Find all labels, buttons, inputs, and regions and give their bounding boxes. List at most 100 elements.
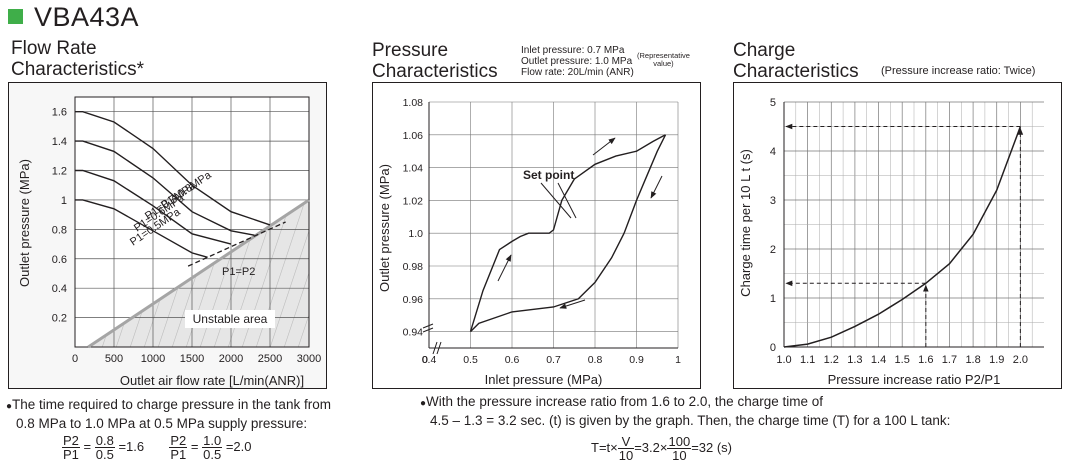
boundary-line	[87, 198, 310, 349]
formula3-result: =32 (s)	[691, 439, 733, 455]
left-formulas: P2 P1 = 0.8 0.5 =1.6 P2 P1 = 1.0 0.5 =2.0	[62, 433, 252, 462]
left-note-line2: 0.8 MPa to 1.0 MPa at 0.5 MPa supply pre…	[16, 416, 308, 431]
x-axis-label: Outlet air flow rate [L/min(ANR)]	[120, 373, 304, 388]
right-note-line1: With the pressure increase ratio from 1.…	[426, 394, 823, 409]
pressure-cond-note-l1: (Representative	[637, 51, 690, 60]
bullet-icon: ●	[420, 398, 427, 409]
flow-chart: 0 500 1000 1500 2000 2500 3000 0.2 0.4 0.6 0.8 1 1.2…	[17, 96, 326, 388]
pressure-title-line2: Characteristics	[372, 61, 498, 82]
hatch-line	[283, 199, 309, 347]
pressure-cond-note-l2: value)	[653, 59, 674, 68]
formula2-result: =2.0	[225, 438, 252, 454]
right-note-line2: 4.5 – 1.3 = 3.2 sec. (t) is given by the…	[430, 413, 951, 428]
y-tick-label: 1.08	[403, 97, 424, 109]
x-tick-label: 0.8	[588, 354, 603, 366]
direction-arrow	[559, 299, 586, 309]
x-tick-label: 2.0	[1013, 354, 1028, 366]
axis-break-y	[422, 323, 434, 333]
flow-chart-panel: 0 500 1000 1500 2000 2500 3000 0.2 0.4 0.6 0.8 1 1.2…	[8, 82, 327, 389]
hysteresis-curve	[469, 134, 666, 332]
y-tick-label: 0.2	[52, 313, 67, 325]
formula1-ratio: P2 P1	[62, 433, 80, 462]
formula1-result: =1.6	[118, 438, 145, 454]
flow-title-line1: Flow Rate	[11, 38, 97, 59]
direction-arrow	[497, 254, 512, 282]
hatch-line	[312, 167, 326, 347]
pressure-chart: 0.94 0.96 0.98 1.0 1.02 1.04 1.06 1.08 00.4 0.5 0.…	[377, 97, 681, 387]
pressure-conditions: Inlet pressure: 0.7 MPa Outlet pressure:…	[521, 45, 634, 78]
x-tick-label: 0	[72, 353, 78, 365]
x-tick-label: 1.2	[824, 354, 839, 366]
x-tick-label: 1.0	[776, 354, 791, 366]
x-tick-label: 1.9	[989, 354, 1004, 366]
right-formula: T=t× V 10 =3.2× 100 10 =32 (s)	[591, 434, 733, 463]
formula3-values: 100 10	[667, 434, 692, 463]
y-tick-label: 1.02	[403, 195, 424, 207]
y-tick-label: 1.04	[403, 163, 424, 175]
x-tick-label: 1000	[141, 353, 165, 365]
plot-frame	[74, 96, 310, 348]
x-tick-label: 1.7	[942, 354, 957, 366]
x-tick-label: 1.5	[895, 354, 910, 366]
direction-arrow	[592, 137, 616, 156]
region-label-bg	[185, 310, 275, 328]
series-line	[75, 199, 208, 258]
y-tick-label: 0.4	[52, 283, 67, 295]
y-tick-label: 5	[770, 97, 776, 109]
x-tick-label: 0.6	[505, 354, 520, 366]
y-axis-label: Outlet pressure (MPa)	[17, 159, 32, 287]
pressure-chart-panel: 0.94 0.96 0.98 1.0 1.02 1.04 1.06 1.08 0 0.4 0.5 0.…	[372, 82, 701, 389]
hysteresis-curve	[470, 134, 667, 333]
y-tick-label: 1.4	[52, 136, 67, 148]
x-tick-label: 0.4	[422, 354, 437, 366]
y-axis-label: Outlet pressure (MPa)	[377, 164, 392, 292]
left-note: ●The time required to charge pressure in…	[6, 396, 331, 432]
x-tick-label: 0	[422, 354, 428, 366]
pressure-title-line1: Pressure	[372, 40, 449, 61]
formula2-ratio: P2 P1	[169, 433, 188, 462]
boundary-label: P1=P2	[222, 266, 255, 278]
y-tick-label: 0.98	[403, 261, 424, 273]
y-tick-label: 0.94	[403, 327, 424, 339]
y-tick-label: 0.96	[403, 294, 424, 306]
charge-curve	[783, 126, 1022, 348]
boundary-dashed-line	[187, 221, 286, 267]
series-line	[75, 111, 271, 226]
formula1-values: 0.8 0.5	[94, 433, 115, 462]
formula2-values: 1.0 0.5	[202, 433, 223, 462]
x-tick-label: 3000	[297, 353, 321, 365]
pressure-cond-3: Flow rate: 20L/min (ANR)	[521, 67, 634, 78]
x-tick-label: 1.1	[800, 354, 815, 366]
set-point-label: Set point	[523, 168, 574, 182]
charge-title-line2: Characteristics	[733, 61, 859, 82]
x-tick-label: 1.6	[918, 354, 933, 366]
axis-break-x	[432, 341, 442, 355]
y-tick-label: 1	[770, 293, 776, 305]
x-axis-label: Inlet pressure (MPa)	[485, 372, 603, 387]
charge-chart: 1.0 1.1 1.2 1.3 1.4 1.5 1.6 1.7 1.8 1.9 2.0 0 1 2 3 4 5 P…	[738, 97, 1044, 387]
flow-title-line2: Characteristics*	[11, 59, 145, 80]
x-tick-label: 0.9	[629, 354, 644, 366]
hatch-line	[269, 199, 309, 347]
y-tick-label: 1.06	[403, 130, 424, 142]
x-tick-label: 0.5	[463, 354, 478, 366]
bullet-icon: ●	[6, 401, 13, 412]
y-tick-label: 4	[770, 146, 776, 158]
y-tick-label: 1.6	[52, 107, 67, 119]
series-line	[75, 140, 255, 236]
left-note-line1: The time required to charge pressure in …	[12, 397, 331, 412]
pressure-cond-2: Outlet pressure: 1.0 MPa	[521, 56, 633, 67]
y-tick-label: 0.6	[52, 254, 67, 266]
y-tick-label: 1.0	[408, 228, 423, 240]
series-line	[75, 169, 232, 245]
x-tick-label: 1	[675, 354, 681, 366]
set-point-leader	[557, 182, 577, 219]
y-tick-label: 0	[770, 342, 776, 354]
hatch-line	[297, 199, 309, 347]
y-tick-label: 1	[61, 195, 67, 207]
region-label: Unstable area	[193, 312, 268, 326]
x-tick-label: 1.3	[847, 354, 862, 366]
x-tick-label: 1.8	[965, 354, 980, 366]
y-tick-label: 1.2	[52, 166, 67, 178]
charge-title: Charge Characteristics	[733, 40, 859, 82]
